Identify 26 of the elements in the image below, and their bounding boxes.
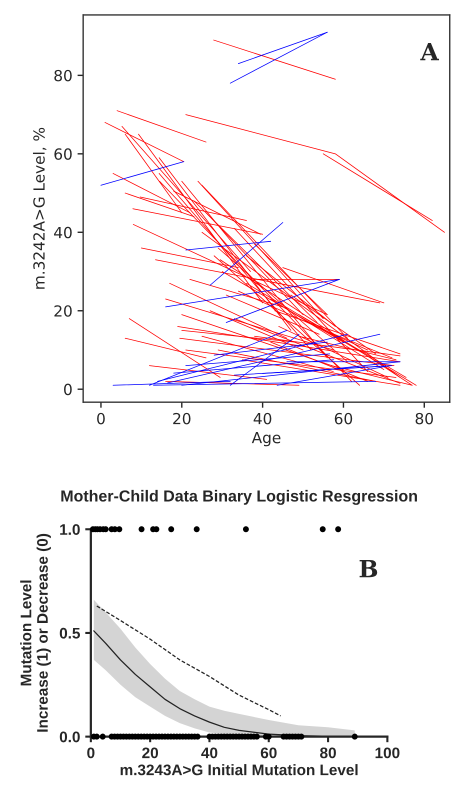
x-tick-label: 60 <box>260 747 277 758</box>
x-tick-label: 100 <box>376 747 400 758</box>
y-tick-label: 0.0 <box>60 732 80 742</box>
x-tick-label: 80 <box>320 747 336 758</box>
y-axis-title: m.3242A>G Level, % <box>32 128 46 289</box>
x-tick-label: 60 <box>334 412 352 424</box>
y-tick-label: 80 <box>54 70 72 82</box>
x-tick-label: 0 <box>97 412 105 424</box>
y-tick-label: 40 <box>54 226 72 238</box>
x-tick-label: 40 <box>254 412 272 424</box>
x-axis-title: m.3243A>G Initial Mutation Level <box>120 764 358 776</box>
x-tick-label: 20 <box>173 412 190 424</box>
x-axis-title: Age <box>252 432 280 446</box>
y-tick-label: 0.5 <box>60 628 80 639</box>
x-tick-label: 80 <box>416 412 433 424</box>
x-tick-label: 20 <box>142 747 158 758</box>
y-tick-label: 20 <box>54 305 72 317</box>
y-axis-title: Mutation Level Increase (1) or Decrease (0) <box>20 534 51 732</box>
annotation: A <box>420 42 440 60</box>
y-tick-label: 1.0 <box>60 524 80 535</box>
chart-title: Mother-Child Data Binary Logistic Resgression <box>61 490 417 505</box>
annotation: B <box>360 560 378 578</box>
x-tick-label: 40 <box>201 747 218 758</box>
y-tick-label: 0 <box>64 384 72 396</box>
y-tick-label: 60 <box>54 148 72 160</box>
x-tick-label: 0 <box>87 747 94 758</box>
